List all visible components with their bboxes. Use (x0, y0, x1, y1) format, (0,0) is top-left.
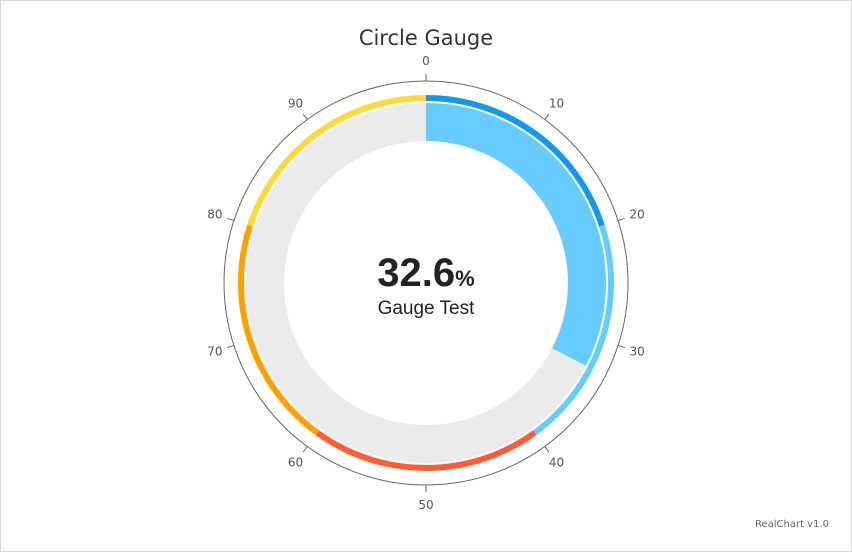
gauge-tick-label-80: 80 (207, 207, 222, 221)
gauge-band-4 (247, 95, 427, 227)
credit-text: RealChart v1.0 (755, 519, 829, 530)
gauge-tick-90 (302, 113, 308, 120)
gauge-value-suffix: % (455, 266, 475, 291)
gauge-tick-label-50: 50 (418, 498, 433, 512)
gauge-tick-label-10: 10 (549, 96, 564, 110)
gauge-tick-60 (302, 446, 308, 453)
gauge-tick-label-90: 90 (288, 96, 303, 110)
gauge-tick-30 (617, 344, 625, 349)
gauge-band-1 (532, 224, 614, 436)
gauge-band-0 (425, 95, 605, 227)
gauge-tick-80 (227, 217, 235, 222)
gauge-tick-label-0: 0 (422, 54, 430, 68)
gauge-band-3 (238, 224, 320, 436)
gauge-tick-70 (227, 344, 235, 349)
gauge-value-arc (425, 103, 606, 366)
gauge-tick-10 (544, 113, 550, 120)
gauge-label: Gauge Test (378, 298, 476, 319)
chart-title: Circle Gauge (359, 26, 493, 50)
gauge-tick-label-30: 30 (629, 345, 644, 359)
gauge-band-layer (238, 95, 614, 471)
gauge-band-2 (315, 430, 537, 471)
gauge-tick-label-20: 20 (629, 207, 644, 221)
gauge-tick-label-70: 70 (207, 345, 222, 359)
gauge-axis-layer: 0 10 20 30 40 50 60 70 80 90 (207, 54, 644, 512)
gauge-tick-20 (617, 217, 625, 222)
gauge-tick-40 (544, 446, 550, 453)
gauge-value-readout: 32.6% (377, 251, 474, 295)
gauge-value: 32.6 (377, 251, 455, 295)
gauge-tick-label-40: 40 (549, 456, 564, 470)
gauge-tick-label-60: 60 (288, 456, 303, 470)
gauge-value-layer (425, 103, 606, 366)
